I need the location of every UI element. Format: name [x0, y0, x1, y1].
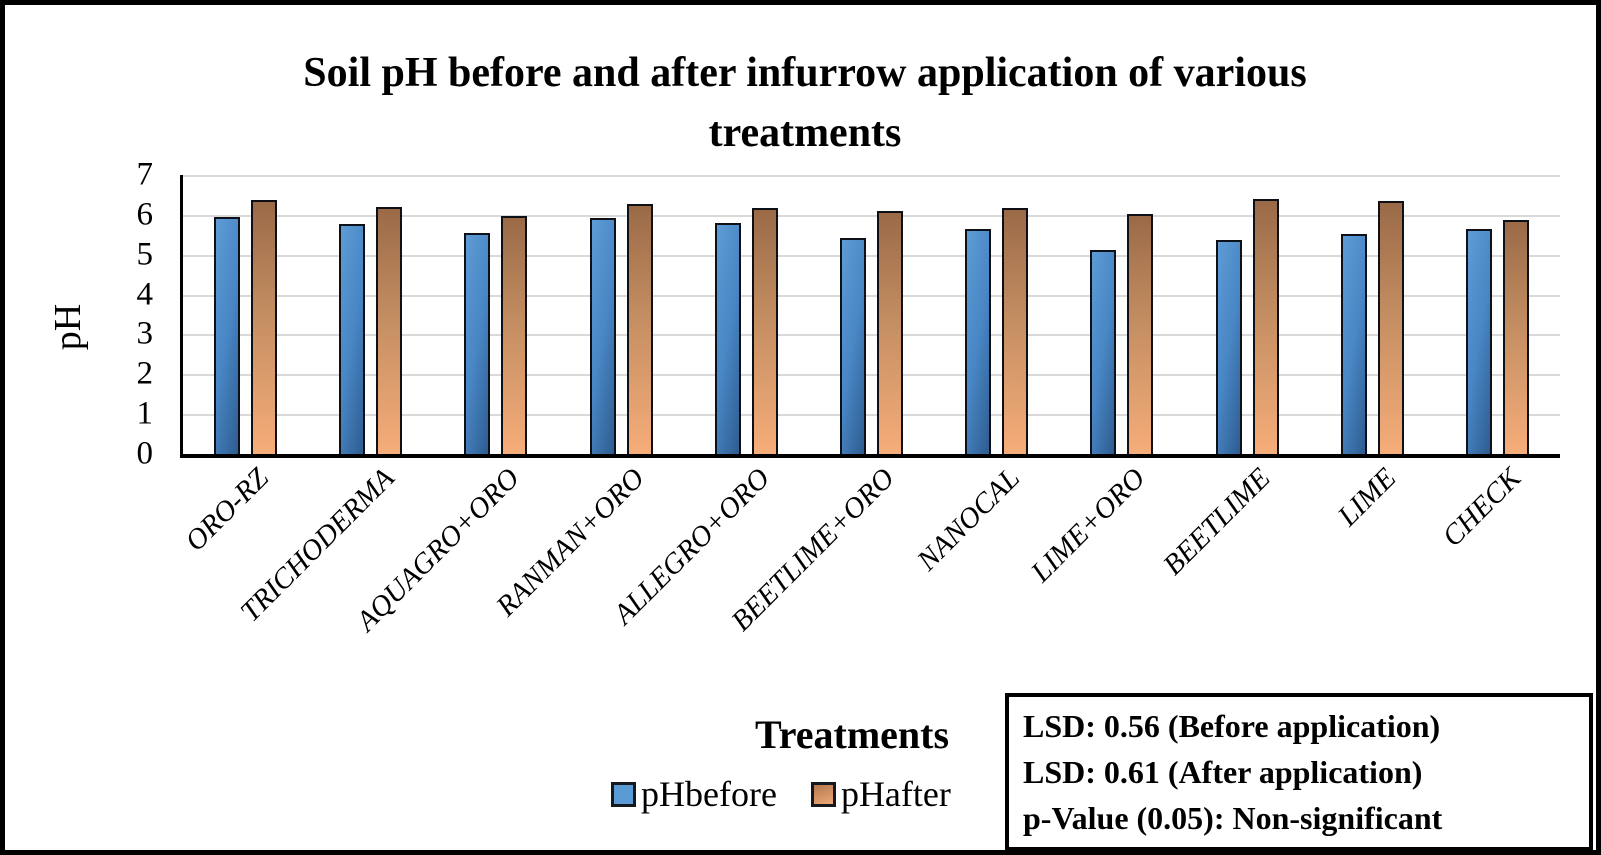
x-axis-label-check: CHECK	[1436, 462, 1528, 553]
category-group-oro-rz	[183, 175, 308, 454]
legend-label-phafter: pHafter	[840, 774, 951, 814]
x-axis-label-lime+oro: LIME+ORO	[1025, 462, 1152, 589]
annotation-p-value: p-Value (0.05): Non-significant	[1023, 800, 1443, 836]
bar-pHbefore-oro-rz	[214, 216, 241, 454]
y-tick-label-5: 5	[136, 236, 154, 273]
annotation-lsd-after: LSD: 0.61 (After application)	[1023, 754, 1423, 790]
chart-title-line-1: Soil pH before and after infurrow applic…	[303, 50, 1307, 96]
category-group-beetlime+oro	[809, 175, 934, 454]
legend-swatch-phafter	[810, 781, 836, 807]
bar-pHbefore-aquagro+oro	[464, 232, 491, 454]
gridline-y-6	[183, 214, 1560, 217]
gridline-y-4	[183, 294, 1560, 297]
y-tick-label-3: 3	[136, 315, 154, 352]
bar-pHafter-beetlime+oro	[877, 210, 904, 454]
bar-pHbefore-ranman+oro	[589, 217, 616, 454]
category-group-nanocal	[934, 175, 1059, 454]
category-group-lime	[1310, 175, 1435, 454]
x-axis-title: Treatments	[755, 712, 950, 757]
x-axis-labels: ORO-RZ TRICHODERMA AQUAGRO+ORO RANMAN+ORO AL…	[180, 458, 1557, 688]
category-group-ranman+oro	[559, 175, 684, 454]
annotation-lsd-before: LSD: 0.56 (Before application)	[1023, 708, 1441, 744]
legend: pHbefore pHafter	[611, 773, 951, 815]
legend-item-phafter: pHafter	[810, 773, 951, 815]
annotation-box: LSD: 0.56 (Before application) LSD: 0.61…	[1005, 693, 1593, 850]
chart-title-line-2: treatments	[708, 110, 902, 156]
legend-label-phbefore: pHbefore	[641, 774, 777, 814]
bar-pHbefore-beetlime+oro	[840, 237, 867, 454]
bar-pHafter-nanocal	[1002, 207, 1029, 454]
y-tick-label-7: 7	[136, 156, 154, 193]
bar-pHafter-lime+oro	[1127, 214, 1154, 454]
chart-title: Soil pH before and after infurrow applic…	[205, 43, 1405, 163]
bar-pHafter-trichoderma	[376, 207, 403, 454]
gridline-y-5	[183, 254, 1560, 257]
bar-pHafter-ranman+oro	[626, 204, 653, 454]
x-axis-label-lime: LIME	[1331, 462, 1402, 533]
bar-pHafter-aquagro+oro	[501, 215, 528, 454]
x-axis-label-beetlime: BEETLIME	[1157, 462, 1277, 582]
y-tick-label-0: 0	[136, 435, 154, 472]
y-tick-label-4: 4	[136, 276, 154, 313]
category-group-aquagro+oro	[433, 175, 558, 454]
category-group-check	[1435, 175, 1560, 454]
plot-area	[180, 175, 1560, 458]
category-group-allegro+oro	[684, 175, 809, 454]
category-group-trichoderma	[308, 175, 433, 454]
bar-pHafter-check	[1502, 220, 1529, 454]
bar-pHbefore-check	[1465, 229, 1492, 454]
bar-pHbefore-beetlime	[1215, 239, 1242, 454]
x-axis-label-nanocal: NANOCAL	[911, 462, 1027, 577]
bar-pHafter-beetlime	[1252, 198, 1279, 454]
bar-pHbefore-nanocal	[965, 229, 992, 454]
gridline-y-1	[183, 414, 1560, 417]
bar-pHbefore-lime+oro	[1090, 249, 1117, 454]
x-axis-label-oro-rz: ORO-RZ	[179, 462, 276, 558]
bar-pHafter-oro-rz	[251, 199, 278, 454]
y-tick-label-6: 6	[136, 196, 154, 233]
bar-pHbefore-allegro+oro	[714, 222, 741, 454]
legend-swatch-phbefore	[611, 781, 636, 807]
bar-pHbefore-lime	[1340, 234, 1367, 454]
bar-pHafter-lime	[1377, 201, 1404, 454]
gridline-y-7	[183, 175, 1560, 177]
legend-item-phbefore: pHbefore	[611, 773, 777, 815]
bar-pHbefore-trichoderma	[339, 223, 366, 454]
bar-pHafter-allegro+oro	[751, 208, 778, 454]
category-group-beetlime	[1185, 175, 1310, 454]
y-axis-title: pH	[47, 303, 90, 351]
category-group-lime+oro	[1059, 175, 1184, 454]
y-tick-label-1: 1	[136, 395, 154, 432]
gridline-y-3	[183, 334, 1560, 337]
gridline-y-2	[183, 374, 1560, 377]
y-tick-label-2: 2	[136, 355, 154, 392]
